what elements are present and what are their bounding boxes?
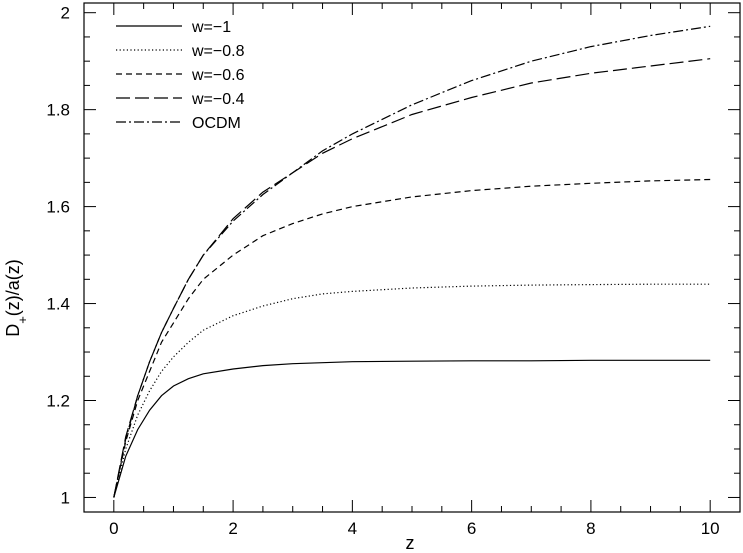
y-tick-label: 1 bbox=[61, 488, 70, 507]
legend: w=−1 w=−0.8 w=−0.6 w=−0.4 OCDM bbox=[116, 19, 245, 132]
y-axis-label: D+(z)/a(z) bbox=[3, 259, 30, 337]
x-tick-label: 2 bbox=[228, 519, 237, 538]
x-tick-label: 0 bbox=[109, 519, 118, 538]
legend-label: w=−0.8 bbox=[191, 43, 245, 60]
y-tick-label: 1.4 bbox=[46, 295, 70, 314]
legend-label: OCDM bbox=[192, 115, 241, 132]
series-line bbox=[113, 178, 711, 498]
plot-border bbox=[83, 2, 741, 513]
y-tick-label: 2 bbox=[61, 4, 70, 23]
x-tick-label: 10 bbox=[701, 519, 720, 538]
y-tick-label: 1.2 bbox=[46, 392, 70, 411]
legend-label: w=−0.4 bbox=[191, 91, 245, 108]
series-line bbox=[113, 25, 711, 498]
x-axis-ticks: 0 2 4 6 8 10 bbox=[83, 3, 741, 538]
legend-label: w=−0.6 bbox=[191, 67, 245, 84]
y-tick-label: 1.6 bbox=[46, 198, 70, 217]
x-tick-label: 4 bbox=[348, 519, 357, 538]
series-group bbox=[113, 25, 711, 498]
series-line bbox=[113, 359, 711, 498]
x-axis-label: z bbox=[406, 533, 415, 553]
plot-frame bbox=[83, 2, 741, 513]
y-tick-label: 1.8 bbox=[46, 101, 70, 120]
x-tick-label: 8 bbox=[586, 519, 595, 538]
y-axis-ticks: 1 1.2 1.4 1.6 1.8 2 bbox=[46, 4, 740, 507]
x-tick-label: 6 bbox=[467, 519, 476, 538]
series-line bbox=[113, 283, 711, 498]
legend-label: w=−1 bbox=[191, 19, 231, 36]
